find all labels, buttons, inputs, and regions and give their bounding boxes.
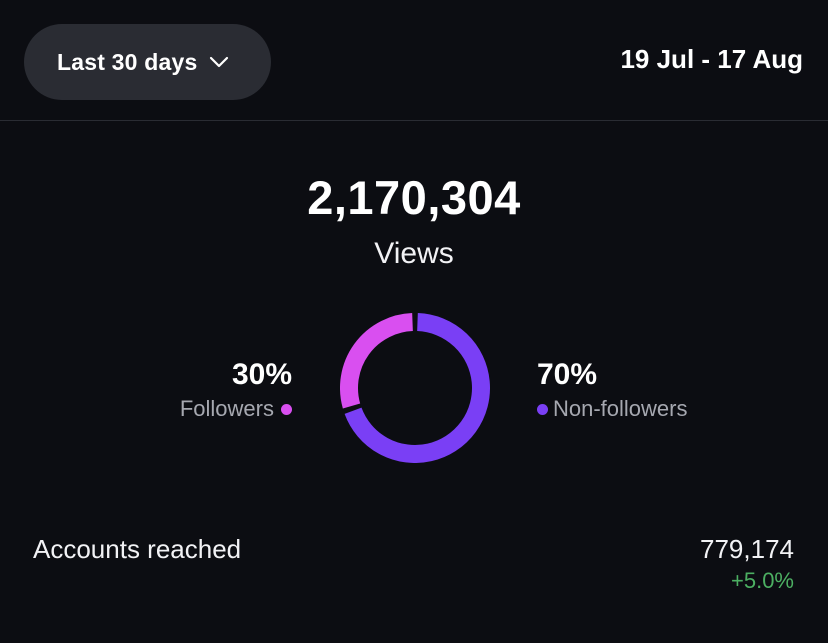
views-count: 2,170,304 xyxy=(307,171,521,224)
non-followers-stat: 70% Non-followers xyxy=(537,357,688,425)
followers-label: Followers xyxy=(179,396,274,421)
date-range-dropdown-label: Last 30 days xyxy=(57,48,198,75)
accounts-reached-label: Accounts reached xyxy=(33,534,242,564)
non-followers-percent: 70% xyxy=(537,358,598,391)
non-followers-label: Non-followers xyxy=(553,396,688,421)
date-range-text: 19 Jul - 17 Aug xyxy=(620,44,803,74)
non-followers-legend-dot xyxy=(537,403,548,415)
donut-segment-followers xyxy=(340,313,414,409)
followers-legend: Followers xyxy=(180,393,292,425)
donut-segment-non-followers xyxy=(344,313,490,463)
non-followers-legend: Non-followers xyxy=(537,393,688,425)
views-label: Views xyxy=(374,237,454,270)
accounts-reached-value: 779,174 xyxy=(700,534,794,564)
followers-legend-dot xyxy=(281,403,292,415)
date-range-dropdown[interactable]: Last 30 days xyxy=(24,24,271,100)
header-bar: Last 30 days 19 Jul - 17 Aug xyxy=(0,0,828,121)
followers-percent: 30% xyxy=(231,358,292,391)
accounts-reached-change: +5.0% xyxy=(731,568,794,593)
chevron-down-icon xyxy=(210,56,229,68)
views-donut-chart xyxy=(340,313,490,463)
followers-stat: 30% Followers xyxy=(180,357,292,425)
